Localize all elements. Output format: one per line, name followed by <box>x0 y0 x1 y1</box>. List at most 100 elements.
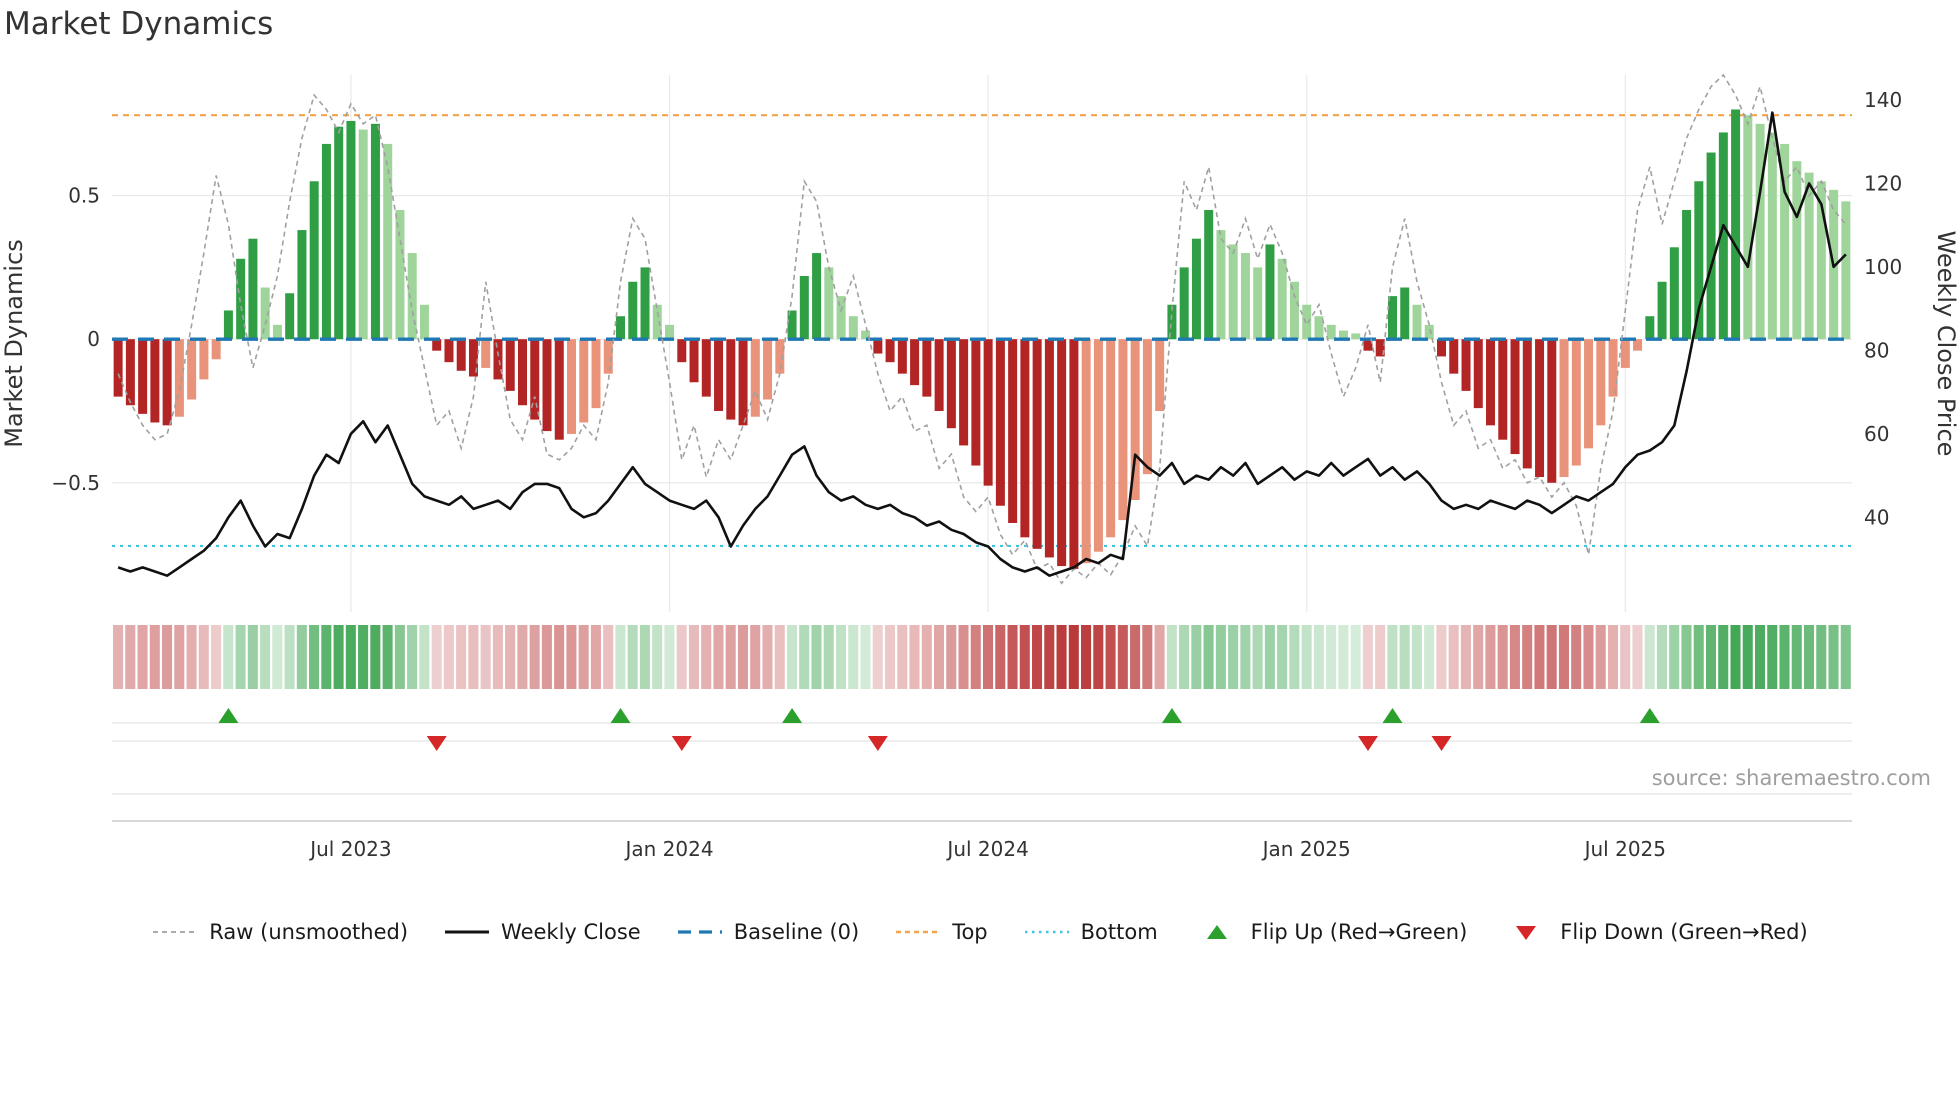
oscillator-bar <box>873 339 883 354</box>
heatmap-cell <box>688 625 699 689</box>
oscillator-bar <box>530 339 540 420</box>
heatmap-cell <box>1338 625 1349 689</box>
oscillator-bar <box>971 339 981 466</box>
oscillator-bar <box>1400 287 1410 340</box>
oscillator-bar <box>505 339 515 391</box>
x-tick-label: Jan 2025 <box>1261 837 1351 861</box>
heatmap-cell <box>1840 625 1851 689</box>
oscillator-bar <box>1792 161 1802 340</box>
heatmap-cell <box>995 625 1006 689</box>
chart-canvas: Jul 2023 Jan 2024 Jul 2024 Jan 2025 Jul 2025… <box>0 73 1960 861</box>
oscillator-bar <box>1633 339 1643 351</box>
oscillator-bar <box>1841 201 1851 340</box>
oscillator-bar <box>1216 230 1226 340</box>
oscillator-bar <box>775 339 785 374</box>
oscillator-bar <box>1191 238 1201 340</box>
heatmap-cell <box>456 625 467 689</box>
oscillator-bar <box>125 339 135 406</box>
oscillator-bar <box>995 339 1005 506</box>
oscillator-bar <box>370 123 380 340</box>
heatmap-cell <box>1656 625 1667 689</box>
oscillator-bar <box>1032 339 1042 549</box>
oscillator-bar <box>1571 339 1581 466</box>
oscillator-bar <box>1130 339 1140 501</box>
x-tick-label: Jul 2024 <box>945 837 1028 861</box>
heatmap-cell <box>1203 625 1214 689</box>
heatmap-cell <box>1068 625 1079 689</box>
heatmap-cell <box>1191 625 1202 689</box>
heatmap-cell <box>394 625 405 689</box>
left-tick-label: −0.5 <box>51 471 100 495</box>
heatmap-cell <box>1411 625 1422 689</box>
oscillator-bar <box>689 339 699 383</box>
heatmap-cell <box>1252 625 1263 689</box>
oscillator-bar <box>1375 339 1385 357</box>
heatmap-cell <box>1583 625 1594 689</box>
oscillator-bar <box>1559 339 1569 478</box>
heatmap-cell <box>1313 625 1324 689</box>
oscillator-bar <box>468 339 478 377</box>
flip-up-icon <box>1206 925 1227 939</box>
heatmap-cell <box>566 625 577 689</box>
heatmap-cell <box>113 625 124 689</box>
heatmap-cell <box>517 625 528 689</box>
right-tick-label: 60 <box>1864 422 1889 446</box>
heatmap-cell <box>737 625 748 689</box>
heatmap-cell <box>578 625 589 689</box>
heatmap-cell <box>884 625 896 689</box>
oscillator-bar <box>1669 247 1679 340</box>
heatmap-cell <box>1669 625 1680 689</box>
heatmap-cell <box>247 625 258 689</box>
oscillator-bar <box>1314 316 1324 340</box>
heatmap-cell <box>272 625 283 689</box>
heatmap-cell <box>1130 625 1141 689</box>
heatmap-cell <box>1803 625 1815 689</box>
oscillator-bar <box>1743 115 1753 340</box>
legend-label: Baseline (0) <box>733 920 860 944</box>
oscillator-bar <box>554 339 564 440</box>
oscillator-bar <box>701 339 711 397</box>
oscillator-bar <box>395 209 405 340</box>
oscillator-bar <box>1706 152 1716 340</box>
oscillator-bar <box>346 120 356 340</box>
oscillator-bar <box>162 339 172 426</box>
heatmap-cell <box>1326 625 1337 689</box>
oscillator-bar <box>1767 132 1777 340</box>
heatmap-cell <box>333 625 344 689</box>
right-tick-label: 140 <box>1864 88 1902 112</box>
oscillator-bar <box>946 339 956 429</box>
heatmap-cell <box>1289 625 1300 689</box>
heatmap-cell <box>541 625 552 689</box>
heatmap-cell <box>296 625 307 689</box>
heatmap-cell <box>823 625 834 689</box>
flip-up-marker <box>782 708 803 723</box>
heatmap-cell <box>1485 625 1496 689</box>
heatmap-cell <box>1448 625 1459 689</box>
heatmap-cell <box>1705 625 1717 689</box>
heatmap-cell <box>1044 625 1055 689</box>
heatmap-cell <box>1571 625 1582 689</box>
oscillator-bar <box>1253 267 1263 340</box>
oscillator-bar <box>1535 339 1545 478</box>
heatmap-cell <box>1277 625 1288 689</box>
heatmap-cell <box>358 625 369 689</box>
heatmap-cell <box>554 625 565 689</box>
heatmap-cell <box>345 625 356 689</box>
oscillator-bar <box>1118 339 1128 521</box>
heatmap-cell <box>1387 625 1398 689</box>
left-tick-label: 0 <box>87 327 100 351</box>
oscillator-bar <box>799 276 809 340</box>
heatmap-cell <box>1595 625 1606 689</box>
oscillator-bar <box>726 339 736 420</box>
oscillator-bar <box>1057 339 1067 567</box>
oscillator-bar <box>959 339 969 446</box>
heatmap-cell <box>946 625 957 689</box>
legend-item-top: Top <box>895 920 988 944</box>
heatmap-cell <box>1522 625 1533 689</box>
heatmap-cell <box>1693 625 1704 689</box>
flip-up-marker <box>1161 708 1182 723</box>
left-tick-label: 0.5 <box>68 184 100 208</box>
heatmap-cell <box>603 625 614 689</box>
heatmap-cell <box>1093 625 1104 689</box>
oscillator-bar <box>517 339 527 406</box>
